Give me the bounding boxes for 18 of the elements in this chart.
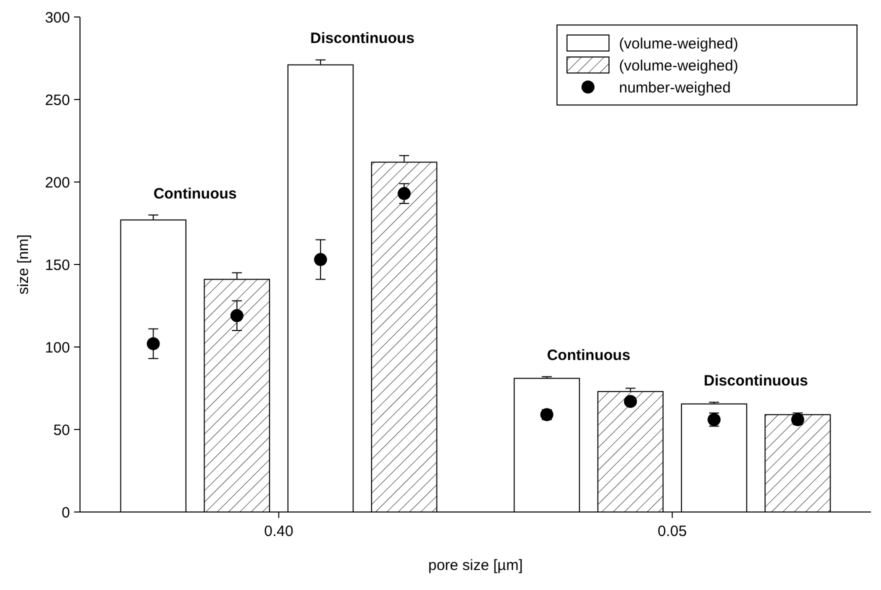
y-tick-label: 0 [62, 504, 70, 522]
x-tick-label: 0.40 [264, 523, 294, 540]
y-tick-label: 150 [44, 256, 70, 274]
legend-label: (volume-weighed) [619, 57, 738, 74]
annotation: Continuous [153, 185, 237, 202]
legend-label: (volume-weighed) [619, 35, 738, 52]
x-axis-title: pore size [µm] [428, 557, 523, 574]
legend-label: number-weighed [619, 79, 731, 96]
y-tick-label: 250 [44, 92, 70, 109]
y-tick-label: 100 [44, 339, 70, 356]
x-tick-label: 0.05 [658, 523, 687, 540]
y-tick-label: 50 [53, 422, 70, 439]
annotation: Discontinuous [704, 372, 808, 390]
y-tick-label: 200 [44, 174, 70, 192]
y-axis-title: size [nm] [15, 234, 32, 295]
y-tick-label: 300 [44, 9, 70, 26]
annotation: Discontinuous [310, 30, 414, 48]
annotation: Continuous [546, 346, 630, 364]
